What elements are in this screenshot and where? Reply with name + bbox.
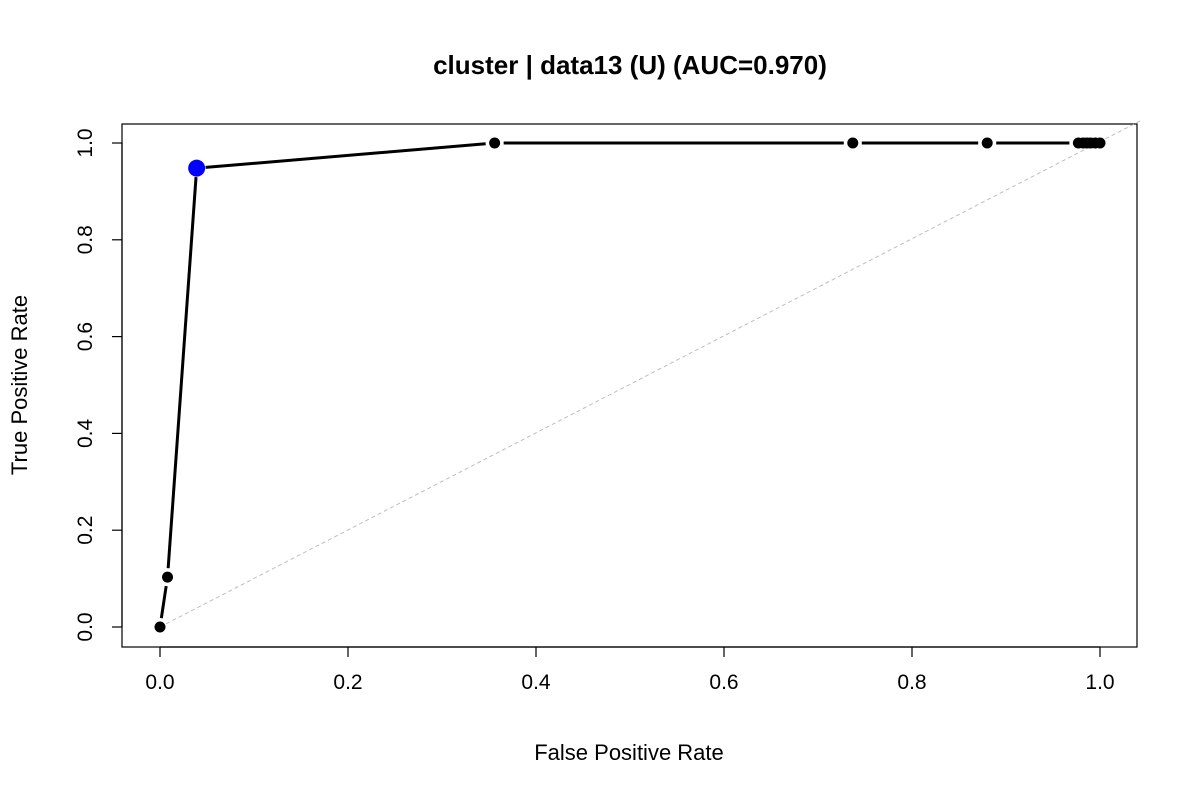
- x-axis-label: False Positive Rate: [534, 740, 724, 765]
- y-axis-label: True Positive Rate: [7, 295, 32, 475]
- series-segment: [159, 585, 168, 619]
- series-layer: [159, 141, 1070, 619]
- x-tick-label: 0.2: [333, 671, 362, 694]
- x-tick-label: 1.0: [1085, 671, 1114, 694]
- y-tick-label: 0.0: [74, 612, 97, 641]
- y-tick-label: 0.8: [74, 225, 97, 254]
- reference-line-layer: [159, 120, 1141, 628]
- x-tick-label: 0.0: [145, 671, 174, 694]
- optimal-threshold-point: [188, 159, 206, 177]
- series-segment: [205, 142, 486, 169]
- data-point: [847, 137, 859, 149]
- x-tick-label: 0.6: [709, 671, 738, 694]
- series-segment: [166, 177, 198, 569]
- x-axis: 0.0 0.2 0.4 0.6 0.8 1.0: [145, 646, 1115, 694]
- data-point: [154, 621, 166, 633]
- chart-title: cluster | data13 (U) (AUC=0.970): [433, 50, 827, 80]
- y-tick-label: 0.2: [74, 516, 97, 545]
- y-tick-label: 0.6: [74, 322, 97, 351]
- x-tick-label: 0.8: [897, 671, 926, 694]
- data-point: [981, 137, 993, 149]
- data-point: [489, 137, 501, 149]
- y-tick-label: 0.4: [74, 418, 97, 448]
- y-tick-label: 1.0: [74, 128, 97, 157]
- y-axis: 0.0 0.2 0.4 0.6 0.8 1.0: [74, 128, 123, 642]
- reference-diagonal-line: [159, 120, 1141, 628]
- data-point: [1094, 137, 1106, 149]
- data-point: [162, 571, 174, 583]
- x-tick-label: 0.4: [521, 671, 551, 694]
- marker-layer: [154, 137, 1106, 633]
